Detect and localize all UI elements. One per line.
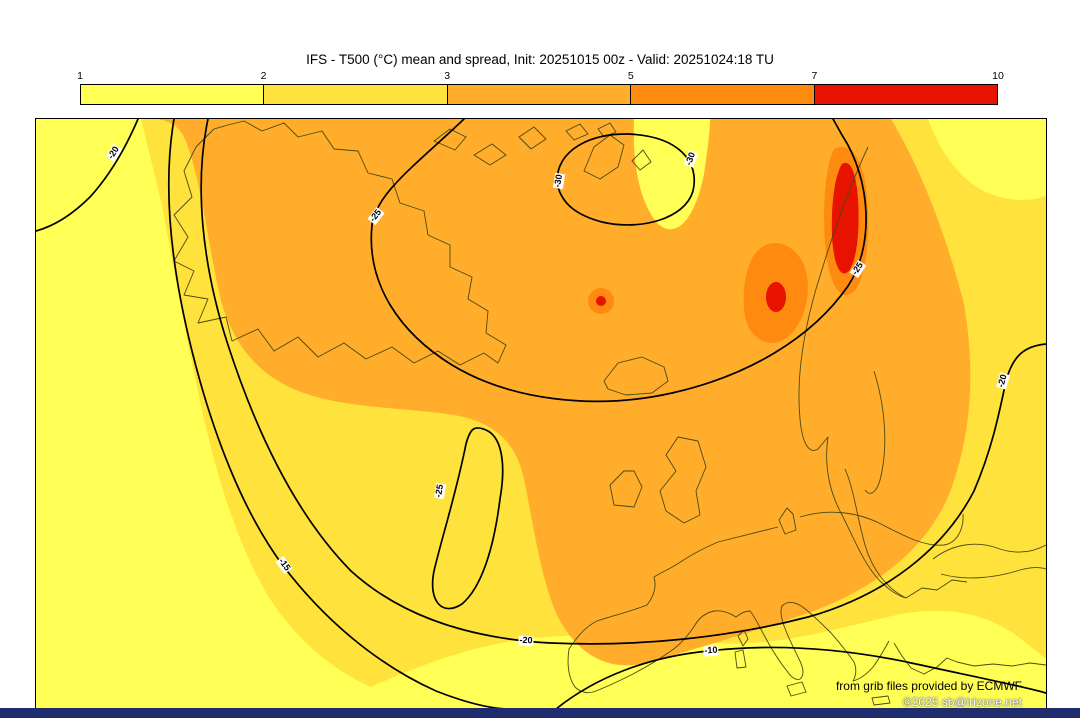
coast-aegean-turkey [893, 642, 1046, 675]
contour-minus20-a [36, 119, 139, 232]
credit-ecmwf: from grib files provided by ECMWF [835, 679, 1022, 693]
colorbar-segments [80, 84, 998, 105]
coast-black-sea [932, 543, 1046, 579]
spread-fill-layer [36, 119, 1046, 709]
colorbar-ticks: 1 2 3 5 7 10 [77, 70, 1004, 84]
coastlines-layer [173, 120, 1046, 706]
contour-minus25-tongue [431, 427, 504, 610]
colorbar-segment-4 [630, 85, 814, 104]
colorbar-tick: 7 [811, 70, 818, 82]
coast-norway [798, 146, 907, 599]
colorbar-tick: 1 [77, 70, 83, 82]
map-svg [36, 119, 1046, 709]
credit-copyright: ©2025 sb@irizone.net [902, 695, 1022, 709]
page-title: IFS - T500 (°C) mean and spread, Init: 2… [306, 52, 774, 67]
coast-med-islands [734, 629, 891, 706]
colorbar-segment-1 [81, 85, 264, 104]
colorbar-tick: 5 [627, 70, 634, 82]
coast-arctic-islands [433, 126, 547, 166]
coast-svalbard [583, 134, 652, 180]
coast-baltic-south [799, 511, 964, 546]
contour-minus20-main [200, 119, 1046, 645]
colorbar-segment-3 [446, 85, 631, 104]
colorbar-tick: 2 [260, 70, 267, 82]
colorbar-segment-2 [263, 85, 447, 104]
coast-europe-main [567, 526, 890, 694]
contour-label: -10 [703, 644, 719, 657]
coast-finland [905, 579, 968, 599]
colorbar-tick: 3 [444, 70, 451, 82]
coast-bothnia [864, 370, 886, 494]
contour-minus15 [167, 119, 507, 709]
colorbar-segment-5 [813, 85, 998, 104]
coast-baltic-west [844, 468, 907, 599]
contour-label: -20 [518, 634, 534, 647]
bottom-bar [0, 708, 1080, 718]
coast-denmark [778, 507, 797, 535]
coast-ireland [609, 470, 643, 508]
coast-great-britain [659, 436, 707, 524]
coast-iceland [603, 356, 669, 396]
coast-franz-josef [565, 122, 617, 141]
weather-map: -20 -25 -30 -30 -25 -20 -25 -20 -15 -10 from grib… [35, 118, 1047, 710]
colorbar: 1 2 3 5 7 10 [77, 70, 1004, 105]
contour-minus10 [555, 646, 1046, 709]
contour-minus30 [556, 133, 696, 226]
colorbar-tick: 10 [992, 70, 1004, 82]
coast-greenland [173, 120, 507, 366]
